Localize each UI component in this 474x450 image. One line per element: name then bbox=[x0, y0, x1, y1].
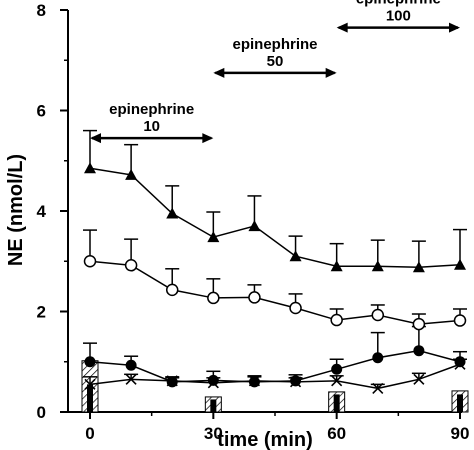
x-marker-stroke bbox=[454, 358, 466, 370]
y-tick-label: 4 bbox=[37, 202, 47, 221]
data-markers bbox=[83, 162, 467, 394]
filled-circle-marker bbox=[125, 359, 137, 371]
axes bbox=[67, 10, 462, 413]
series-lines bbox=[89, 167, 461, 390]
y-tick-label: 0 bbox=[37, 403, 46, 422]
annotation-dose: 50 bbox=[267, 53, 284, 70]
x-marker-stroke bbox=[125, 373, 137, 385]
annotation-label: epinephrine bbox=[356, 0, 441, 8]
x-marker bbox=[454, 358, 466, 370]
x-marker-stroke bbox=[207, 377, 219, 389]
x-tick-label: 60 bbox=[327, 424, 346, 443]
x-marker-stroke bbox=[372, 382, 384, 394]
triangle-marker bbox=[289, 250, 302, 262]
filled-circle-marker bbox=[454, 356, 466, 368]
x-marker bbox=[413, 373, 425, 385]
triangle-marker bbox=[207, 231, 220, 243]
filled-circle-marker bbox=[207, 374, 219, 386]
x-marker-stroke bbox=[166, 375, 178, 387]
annotation-arrow-head bbox=[213, 67, 225, 78]
open-circle-marker bbox=[371, 308, 385, 322]
triangle-marker bbox=[84, 162, 96, 174]
annotation-dose: 10 bbox=[143, 118, 160, 135]
x-marker bbox=[125, 373, 137, 385]
baseline-bars bbox=[81, 360, 469, 413]
open-circle-marker bbox=[207, 291, 220, 305]
filled-circle-marker bbox=[413, 345, 425, 357]
triangle-marker bbox=[330, 260, 343, 272]
triangle-marker bbox=[371, 260, 384, 272]
y-tick-label: 6 bbox=[37, 102, 46, 121]
open-circle-marker bbox=[330, 313, 343, 327]
filled-circle-marker bbox=[331, 363, 343, 375]
error-bars bbox=[83, 129, 467, 389]
triangle-marker bbox=[248, 220, 261, 232]
series-line bbox=[89, 167, 461, 269]
series-line bbox=[89, 363, 461, 390]
filled-circle-marker bbox=[372, 352, 384, 364]
x-axis-label: time (min) bbox=[217, 429, 313, 450]
series-line bbox=[89, 349, 461, 383]
filled-circle-marker bbox=[84, 356, 96, 368]
x-marker-stroke bbox=[413, 373, 425, 385]
annotation-arrow-head bbox=[90, 133, 101, 144]
y-tick-label: 2 bbox=[37, 303, 46, 322]
triangle-marker bbox=[166, 207, 179, 219]
x-tick-label: 0 bbox=[85, 424, 94, 443]
solid-bar bbox=[457, 394, 463, 412]
triangle-marker bbox=[125, 168, 138, 180]
open-circle-marker bbox=[124, 259, 138, 272]
solid-bar bbox=[210, 399, 217, 412]
open-circle-marker bbox=[453, 314, 467, 327]
x-marker bbox=[289, 376, 302, 388]
annotation-label: epinephrine bbox=[109, 101, 194, 118]
series-line bbox=[89, 260, 461, 325]
annotation-arrow-head bbox=[449, 22, 460, 33]
open-circle-marker bbox=[248, 291, 261, 304]
solid-bar bbox=[333, 394, 340, 412]
x-marker bbox=[166, 375, 178, 387]
x-marker-stroke bbox=[289, 376, 302, 388]
y-tick-label: 8 bbox=[37, 1, 46, 20]
x-marker bbox=[248, 375, 261, 387]
annotation-dose: 100 bbox=[386, 8, 411, 25]
x-ticks: 0 30 60 90 bbox=[85, 412, 469, 443]
x-marker-stroke bbox=[331, 375, 343, 387]
x-marker-stroke bbox=[84, 378, 96, 390]
y-ticks: 0 2 4 6 8 bbox=[37, 1, 68, 422]
x-marker bbox=[207, 377, 219, 389]
annotations: epinephrine10epinephrine50epinephrine100 bbox=[90, 0, 460, 144]
annotation-arrow-head bbox=[325, 67, 337, 78]
x-tick-label: 90 bbox=[451, 424, 470, 443]
x-marker bbox=[331, 375, 343, 387]
open-circle-marker bbox=[289, 301, 302, 315]
triangle-marker bbox=[412, 261, 425, 273]
annotation-arrow-head bbox=[336, 22, 348, 33]
open-circle-marker bbox=[83, 255, 97, 268]
y-axis-label: NE (nmol/L) bbox=[5, 154, 27, 266]
open-circle-marker bbox=[165, 283, 179, 297]
x-marker bbox=[372, 382, 384, 394]
triangle-marker bbox=[454, 258, 466, 270]
x-marker bbox=[84, 378, 96, 390]
x-marker-stroke bbox=[248, 375, 261, 387]
open-circle-marker bbox=[412, 317, 426, 331]
solid-bar bbox=[87, 384, 93, 412]
annotation-arrow-head bbox=[202, 133, 214, 144]
x-tick-label: 30 bbox=[204, 424, 223, 443]
annotation-label: epinephrine bbox=[232, 36, 317, 53]
